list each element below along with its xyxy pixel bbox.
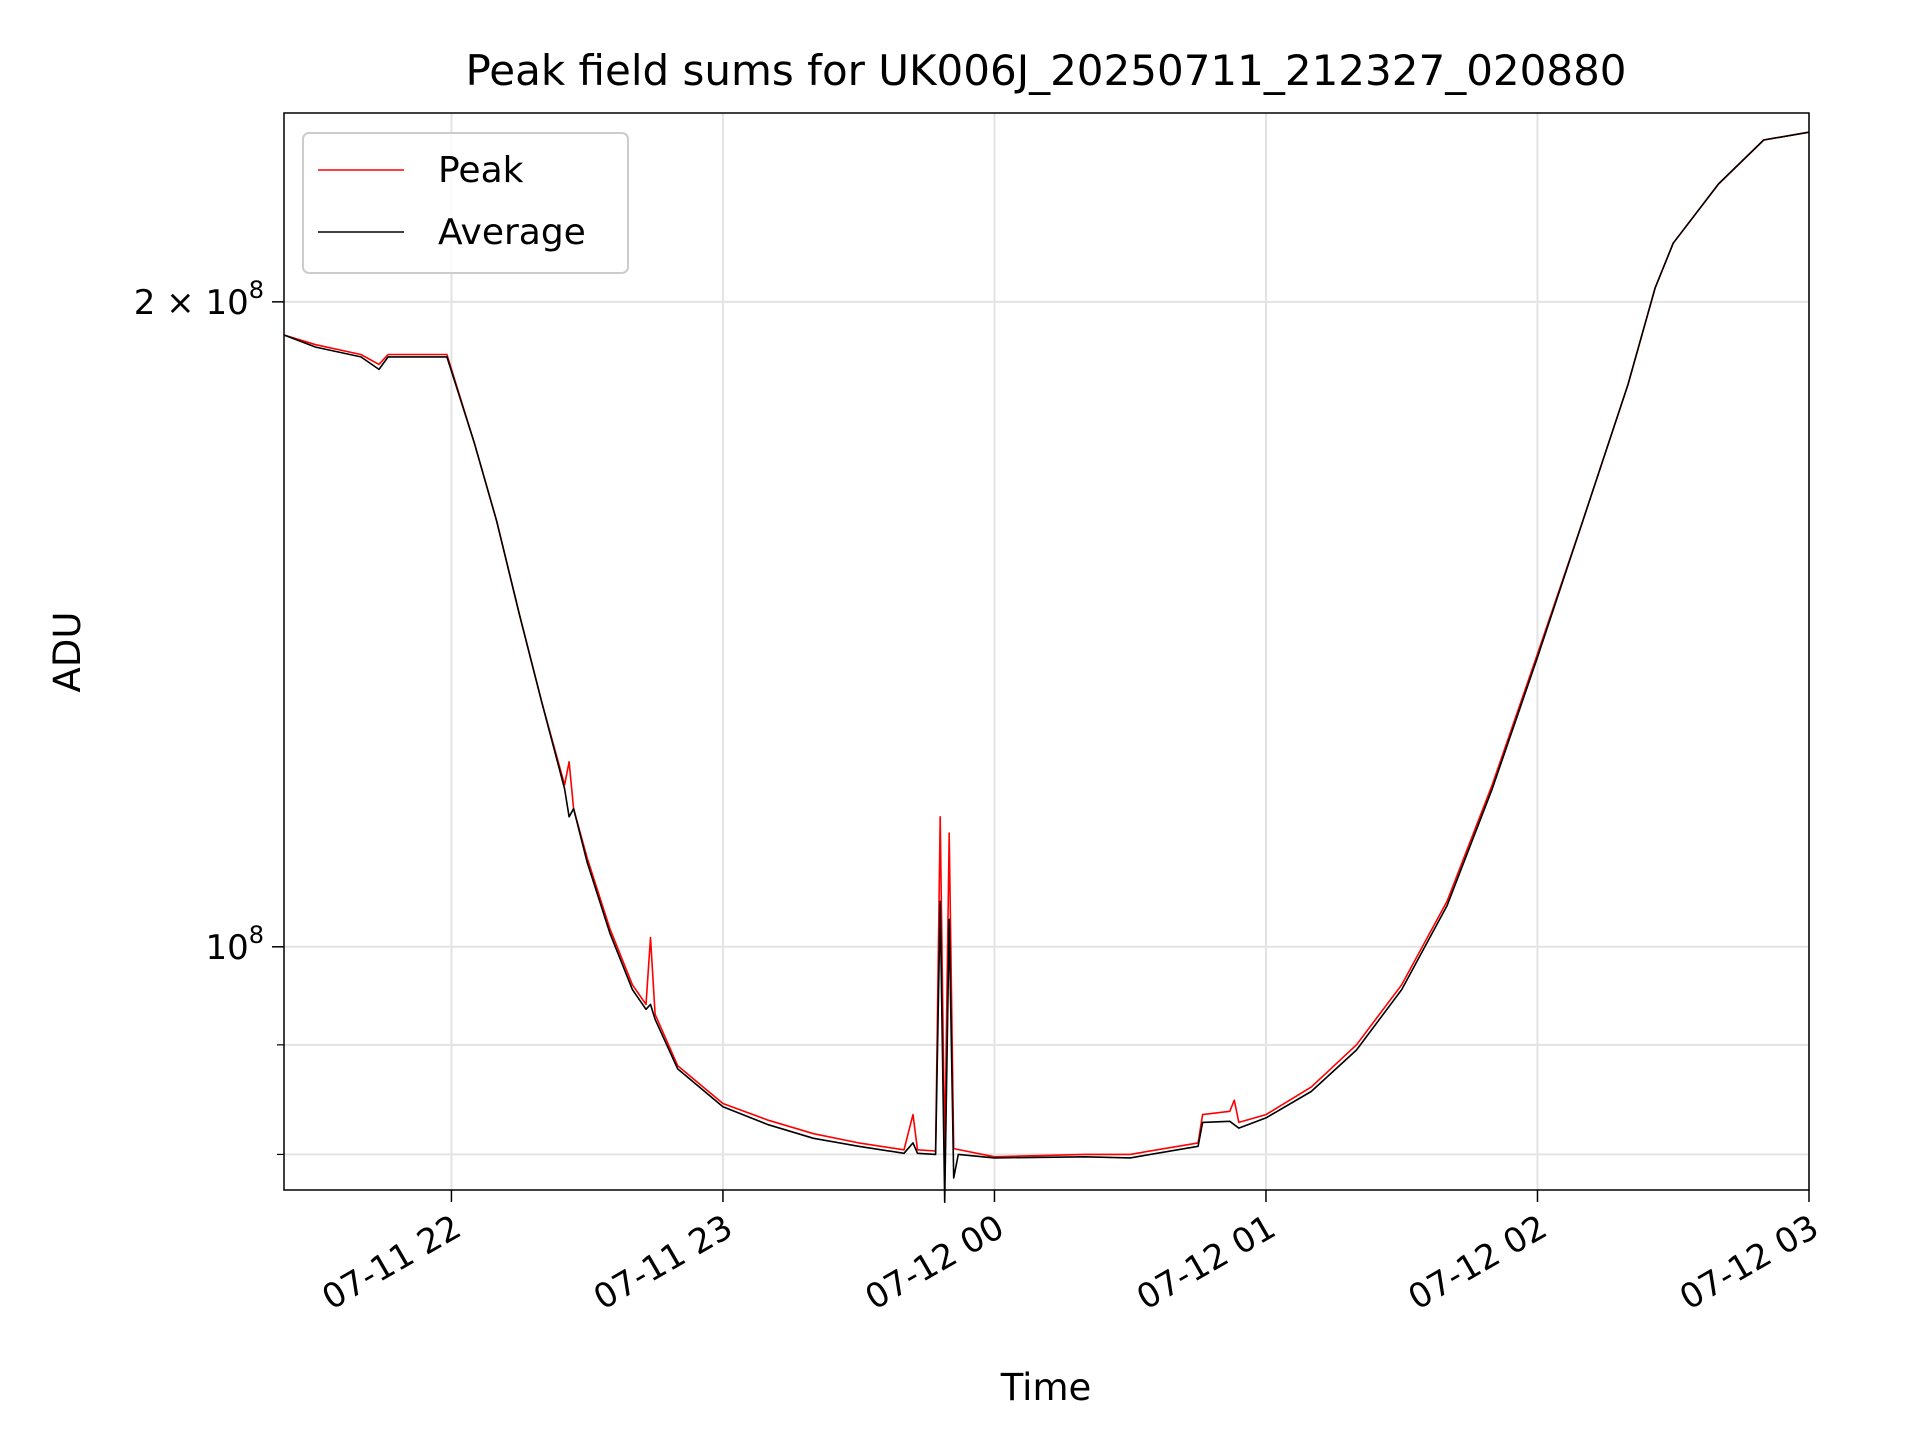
grid bbox=[284, 113, 1810, 1190]
y-tick-label: 108 bbox=[205, 921, 264, 968]
legend-box bbox=[302, 132, 629, 274]
series-line-peak bbox=[283, 131, 1810, 1158]
x-tick-label: 07-12 01 bbox=[1130, 1207, 1282, 1318]
x-axis: 07-11 22 07-11 23 07-12 00 07-12 01 07-12 02… bbox=[316, 1190, 1826, 1318]
plot-frame bbox=[283, 112, 1810, 1191]
series-line-average bbox=[283, 131, 1810, 1203]
x-axis-label: Time bbox=[1000, 1366, 1092, 1409]
x-tick-label: 07-11 23 bbox=[587, 1207, 739, 1318]
y-axis: 108 2 × 108 bbox=[134, 276, 284, 1156]
y-tick-label: 2 × 108 bbox=[134, 276, 264, 323]
series-group bbox=[283, 131, 1810, 1203]
x-tick-label: 07-12 03 bbox=[1673, 1207, 1825, 1318]
legend-label-peak: Peak bbox=[438, 150, 524, 191]
x-tick-label: 07-11 22 bbox=[316, 1207, 468, 1318]
x-tick-label: 07-12 02 bbox=[1402, 1207, 1554, 1318]
y-axis-label: ADU bbox=[46, 612, 89, 693]
legend-label-average: Average bbox=[438, 212, 586, 253]
chart-title: Peak field sums for UK006J_20250711_2123… bbox=[465, 46, 1626, 95]
legend: Peak Average bbox=[302, 132, 629, 274]
x-tick-label: 07-12 00 bbox=[859, 1207, 1011, 1318]
